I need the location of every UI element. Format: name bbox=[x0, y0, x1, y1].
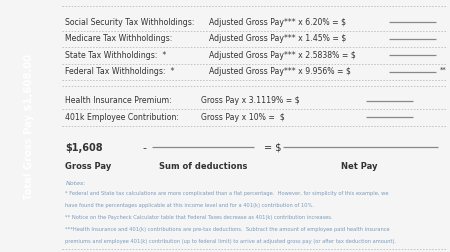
Text: **: ** bbox=[440, 67, 447, 73]
Text: Gross Pay x 3.1119% = $: Gross Pay x 3.1119% = $ bbox=[201, 96, 299, 105]
Text: Adjusted Gross Pay*** x 2.5838% = $: Adjusted Gross Pay*** x 2.5838% = $ bbox=[209, 50, 356, 59]
Text: Total Gross Pay $1,608.00: Total Gross Pay $1,608.00 bbox=[24, 53, 34, 199]
Text: $1,608: $1,608 bbox=[65, 142, 103, 152]
Text: ***Health Insurance and 401(k) contributions are pre-tax deductions.  Subtract t: ***Health Insurance and 401(k) contribut… bbox=[65, 226, 390, 231]
Text: Gross Pay x 10% =  $: Gross Pay x 10% = $ bbox=[201, 112, 284, 121]
Text: -: - bbox=[142, 142, 146, 152]
Text: Adjusted Gross Pay*** x 1.45% = $: Adjusted Gross Pay*** x 1.45% = $ bbox=[209, 34, 346, 43]
Text: 401k Employee Contribution:: 401k Employee Contribution: bbox=[65, 112, 179, 121]
Text: Adjusted Gross Pay*** x 6.20% = $: Adjusted Gross Pay*** x 6.20% = $ bbox=[209, 18, 346, 27]
Text: = $: = $ bbox=[264, 142, 281, 152]
Text: Federal Tax Withholdings:  *: Federal Tax Withholdings: * bbox=[65, 67, 175, 76]
Text: Gross Pay: Gross Pay bbox=[65, 161, 112, 170]
Text: Health Insurance Premium:: Health Insurance Premium: bbox=[65, 96, 172, 105]
Text: Social Security Tax Withholdings:: Social Security Tax Withholdings: bbox=[65, 18, 195, 27]
Text: State Tax Withholdings:  *: State Tax Withholdings: * bbox=[65, 50, 166, 59]
Text: Sum of deductions: Sum of deductions bbox=[158, 161, 247, 170]
Text: premiums and employee 401(k) contribution (up to federal limit) to arrive at adj: premiums and employee 401(k) contributio… bbox=[65, 238, 396, 243]
Text: ** Notice on the Paycheck Calculator table that Federal Taxes decrease as 401(k): ** Notice on the Paycheck Calculator tab… bbox=[65, 214, 333, 219]
Text: Adjusted Gross Pay*** x 9.956% = $: Adjusted Gross Pay*** x 9.956% = $ bbox=[209, 67, 351, 76]
Text: Medicare Tax Withholdings:: Medicare Tax Withholdings: bbox=[65, 34, 173, 43]
Text: * Federal and State tax calculations are more complicated than a flat percentage: * Federal and State tax calculations are… bbox=[65, 190, 389, 195]
Text: Notes:: Notes: bbox=[65, 180, 86, 185]
Text: Net Pay: Net Pay bbox=[342, 161, 378, 170]
Text: have found the percentages applicable at this income level and for a 401(k) cont: have found the percentages applicable at… bbox=[65, 202, 314, 207]
